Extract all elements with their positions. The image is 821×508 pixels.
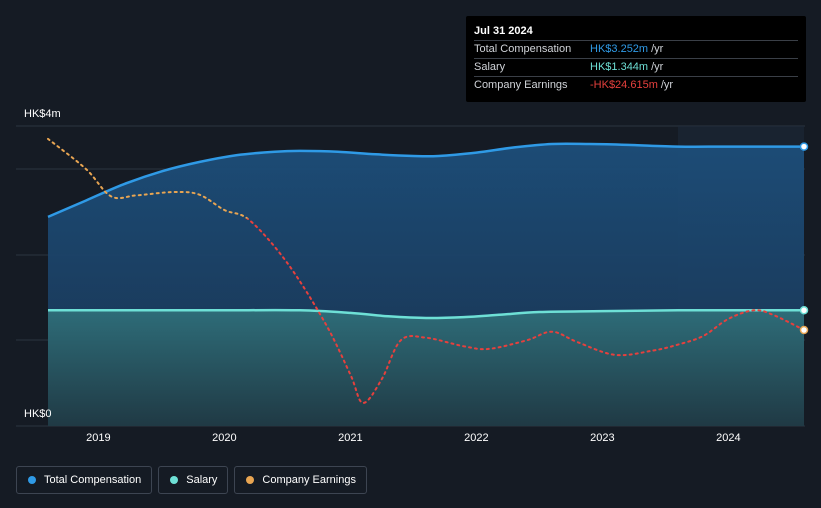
x-tick-label: 2020: [212, 432, 237, 444]
tooltip-row-company-earnings: Company Earnings -HK$24.615m /yr: [474, 76, 798, 94]
salary-marker: [799, 306, 809, 315]
y-axis-max-label: HK$4m: [24, 108, 61, 120]
tooltip-value: HK$1.344m: [590, 61, 649, 73]
tooltip-label: Company Earnings: [474, 79, 568, 91]
legend-label: Total Compensation: [44, 474, 142, 486]
company-earnings-line-negative: [245, 218, 805, 404]
tooltip: Jul 31 2024 Total Compensation HK$3.252m…: [466, 16, 806, 102]
company-earnings-marker: [799, 325, 809, 335]
tooltip-unit: /yr: [660, 79, 674, 91]
x-tick-label: 2019: [86, 432, 111, 444]
legend-dot-icon: [246, 476, 255, 484]
salary-area: [48, 310, 804, 426]
series-lines: [47, 137, 805, 404]
tooltip-value: HK$3.252m: [590, 43, 649, 55]
series-end-markers: [799, 142, 809, 335]
legend-label: Salary: [186, 474, 218, 486]
y-axis-min-label: HK$0: [24, 408, 52, 420]
legend-dot-icon: [170, 476, 179, 484]
total-compensation-line: [47, 142, 804, 219]
tooltip-value: -HK$24.615m: [590, 79, 658, 91]
tooltip-row-total-compensation: Total Compensation HK$3.252m /yr: [474, 40, 798, 58]
tooltip-unit: /yr: [651, 43, 664, 55]
company-earnings-line-positive: [47, 137, 249, 219]
x-tick-label: 2023: [590, 432, 615, 444]
tooltip-row-salary: Salary HK$1.344m /yr: [474, 58, 798, 76]
x-tick-label: 2024: [716, 432, 741, 444]
tooltip-label: Salary: [474, 61, 506, 73]
x-tick-label: 2022: [464, 432, 489, 444]
legend-label: Company Earnings: [262, 474, 356, 486]
series-areas: [48, 143, 804, 426]
salary-line: [48, 308, 804, 320]
x-tick-label: 2021: [338, 432, 363, 444]
legend: Total Compensation Salary Company Earnin…: [16, 466, 367, 494]
total-compensation-marker: [799, 142, 809, 151]
legend-item-salary[interactable]: Salary: [158, 466, 229, 494]
tooltip-date: Jul 31 2024: [474, 25, 533, 37]
legend-item-company-earnings[interactable]: Company Earnings: [234, 466, 367, 494]
tooltip-label: Total Compensation: [474, 43, 572, 55]
legend-item-total-compensation[interactable]: Total Compensation: [16, 466, 153, 494]
legend-dot-icon: [28, 476, 36, 484]
tooltip-unit: /yr: [651, 61, 664, 73]
